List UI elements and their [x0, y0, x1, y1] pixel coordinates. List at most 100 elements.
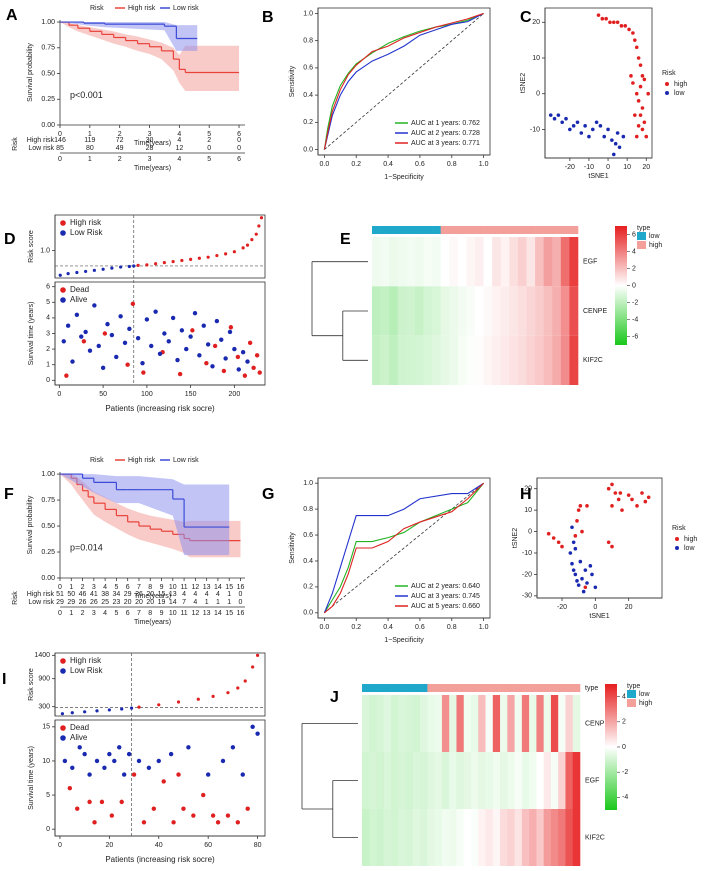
table-tick-label: 1	[88, 156, 92, 163]
type-cell	[509, 226, 519, 234]
table-cell: 2	[207, 137, 211, 144]
colorbar-label: -6	[632, 333, 638, 340]
y-axis-label: Sensitivity	[289, 65, 296, 97]
table-cell: 0	[237, 137, 241, 144]
heat-cell	[526, 237, 536, 287]
heat-cell	[572, 752, 581, 809]
table-cell: 29	[124, 591, 132, 598]
heat-cell	[412, 752, 421, 809]
table-row-name: High risk	[27, 137, 55, 144]
table-tick-label: 11	[180, 610, 187, 617]
y-tick-label: 20	[524, 486, 532, 493]
legend-label: Alive	[70, 733, 88, 742]
point	[240, 772, 245, 777]
x-tick-label: 0	[58, 584, 62, 591]
x-tick-label: 4	[177, 131, 181, 138]
legend-label: Low Risk	[70, 666, 103, 675]
heat-cell	[441, 695, 450, 752]
type-cell	[550, 684, 559, 692]
x-tick-label: 0	[593, 604, 597, 611]
colorbar-label: -4	[632, 316, 638, 323]
point	[636, 124, 641, 128]
type-cell	[475, 226, 484, 234]
point	[135, 335, 141, 341]
y-tick-label: 15	[42, 724, 50, 731]
panel-label: I	[2, 671, 6, 688]
point	[245, 359, 250, 364]
table-cell: 20	[135, 599, 143, 606]
legend-swatch	[637, 232, 646, 240]
y-tick-label: 0.0	[303, 146, 313, 153]
point	[556, 113, 561, 117]
point	[552, 116, 557, 121]
type-cell	[521, 684, 530, 692]
heat-cell	[397, 286, 407, 336]
type-cell	[420, 684, 428, 692]
point	[573, 572, 578, 577]
type-cell	[507, 684, 515, 692]
point	[640, 491, 644, 495]
heat-cell	[362, 695, 370, 752]
point	[92, 820, 97, 825]
point	[631, 31, 635, 35]
y-tick-label: 5	[46, 792, 50, 799]
table-cell: 28	[146, 145, 154, 152]
table-cell: 72	[116, 137, 124, 144]
point	[606, 540, 611, 545]
heat-cell	[389, 237, 399, 287]
table-cell: 19	[158, 599, 166, 606]
x-tick-label: 40	[155, 842, 163, 849]
heat-cell	[569, 237, 579, 287]
heat-cell	[507, 695, 515, 752]
panel-label: E	[340, 231, 351, 248]
point	[127, 326, 132, 332]
point	[611, 152, 616, 157]
y-tick-label: 0.4	[303, 92, 313, 99]
type-cell	[529, 684, 537, 692]
y-tick-label: 0.00	[41, 122, 55, 129]
point	[247, 340, 253, 346]
colorbar-label: 0	[622, 744, 626, 751]
heat-cell	[391, 752, 399, 809]
point	[118, 314, 123, 319]
heat-cell	[471, 695, 479, 752]
heat-cell	[550, 809, 559, 866]
point	[62, 758, 68, 764]
heat-cell	[483, 335, 493, 385]
heat-cell	[550, 695, 559, 752]
x-tick-label: 10	[169, 584, 177, 591]
y-tick-label: 5	[46, 299, 50, 306]
point	[636, 99, 641, 103]
x-tick-label: -20	[557, 604, 567, 611]
legend-label: low	[639, 691, 650, 698]
x-tick-label: 60	[204, 842, 212, 849]
type-cell	[434, 684, 443, 692]
heat-cell	[492, 286, 502, 336]
x-axis-label: tSNE1	[589, 613, 609, 620]
type-cell	[391, 684, 399, 692]
heat-cell	[414, 286, 424, 336]
point	[245, 806, 250, 811]
point	[171, 259, 175, 264]
point	[156, 758, 161, 764]
type-cell	[552, 226, 562, 234]
heat-cell	[509, 286, 519, 336]
heat-cell	[456, 695, 465, 752]
point	[551, 536, 556, 540]
heat-cell	[414, 335, 424, 385]
y-axis-label: tSNE2	[520, 73, 527, 93]
x-tick-label: 10	[623, 164, 631, 171]
point	[157, 703, 161, 707]
x-tick-label: 0.6	[415, 161, 425, 168]
table-cell: 20	[146, 599, 154, 606]
table-row-name: Low risk	[28, 599, 54, 606]
point	[114, 354, 119, 360]
heat-cell	[423, 237, 433, 287]
table-cell: 0	[237, 145, 241, 152]
heat-cell	[478, 752, 486, 809]
gene-label: KIF2C	[585, 834, 605, 841]
point	[122, 340, 128, 346]
type-cell	[565, 684, 574, 692]
type-cell	[456, 684, 465, 692]
heat-cell	[432, 237, 441, 287]
